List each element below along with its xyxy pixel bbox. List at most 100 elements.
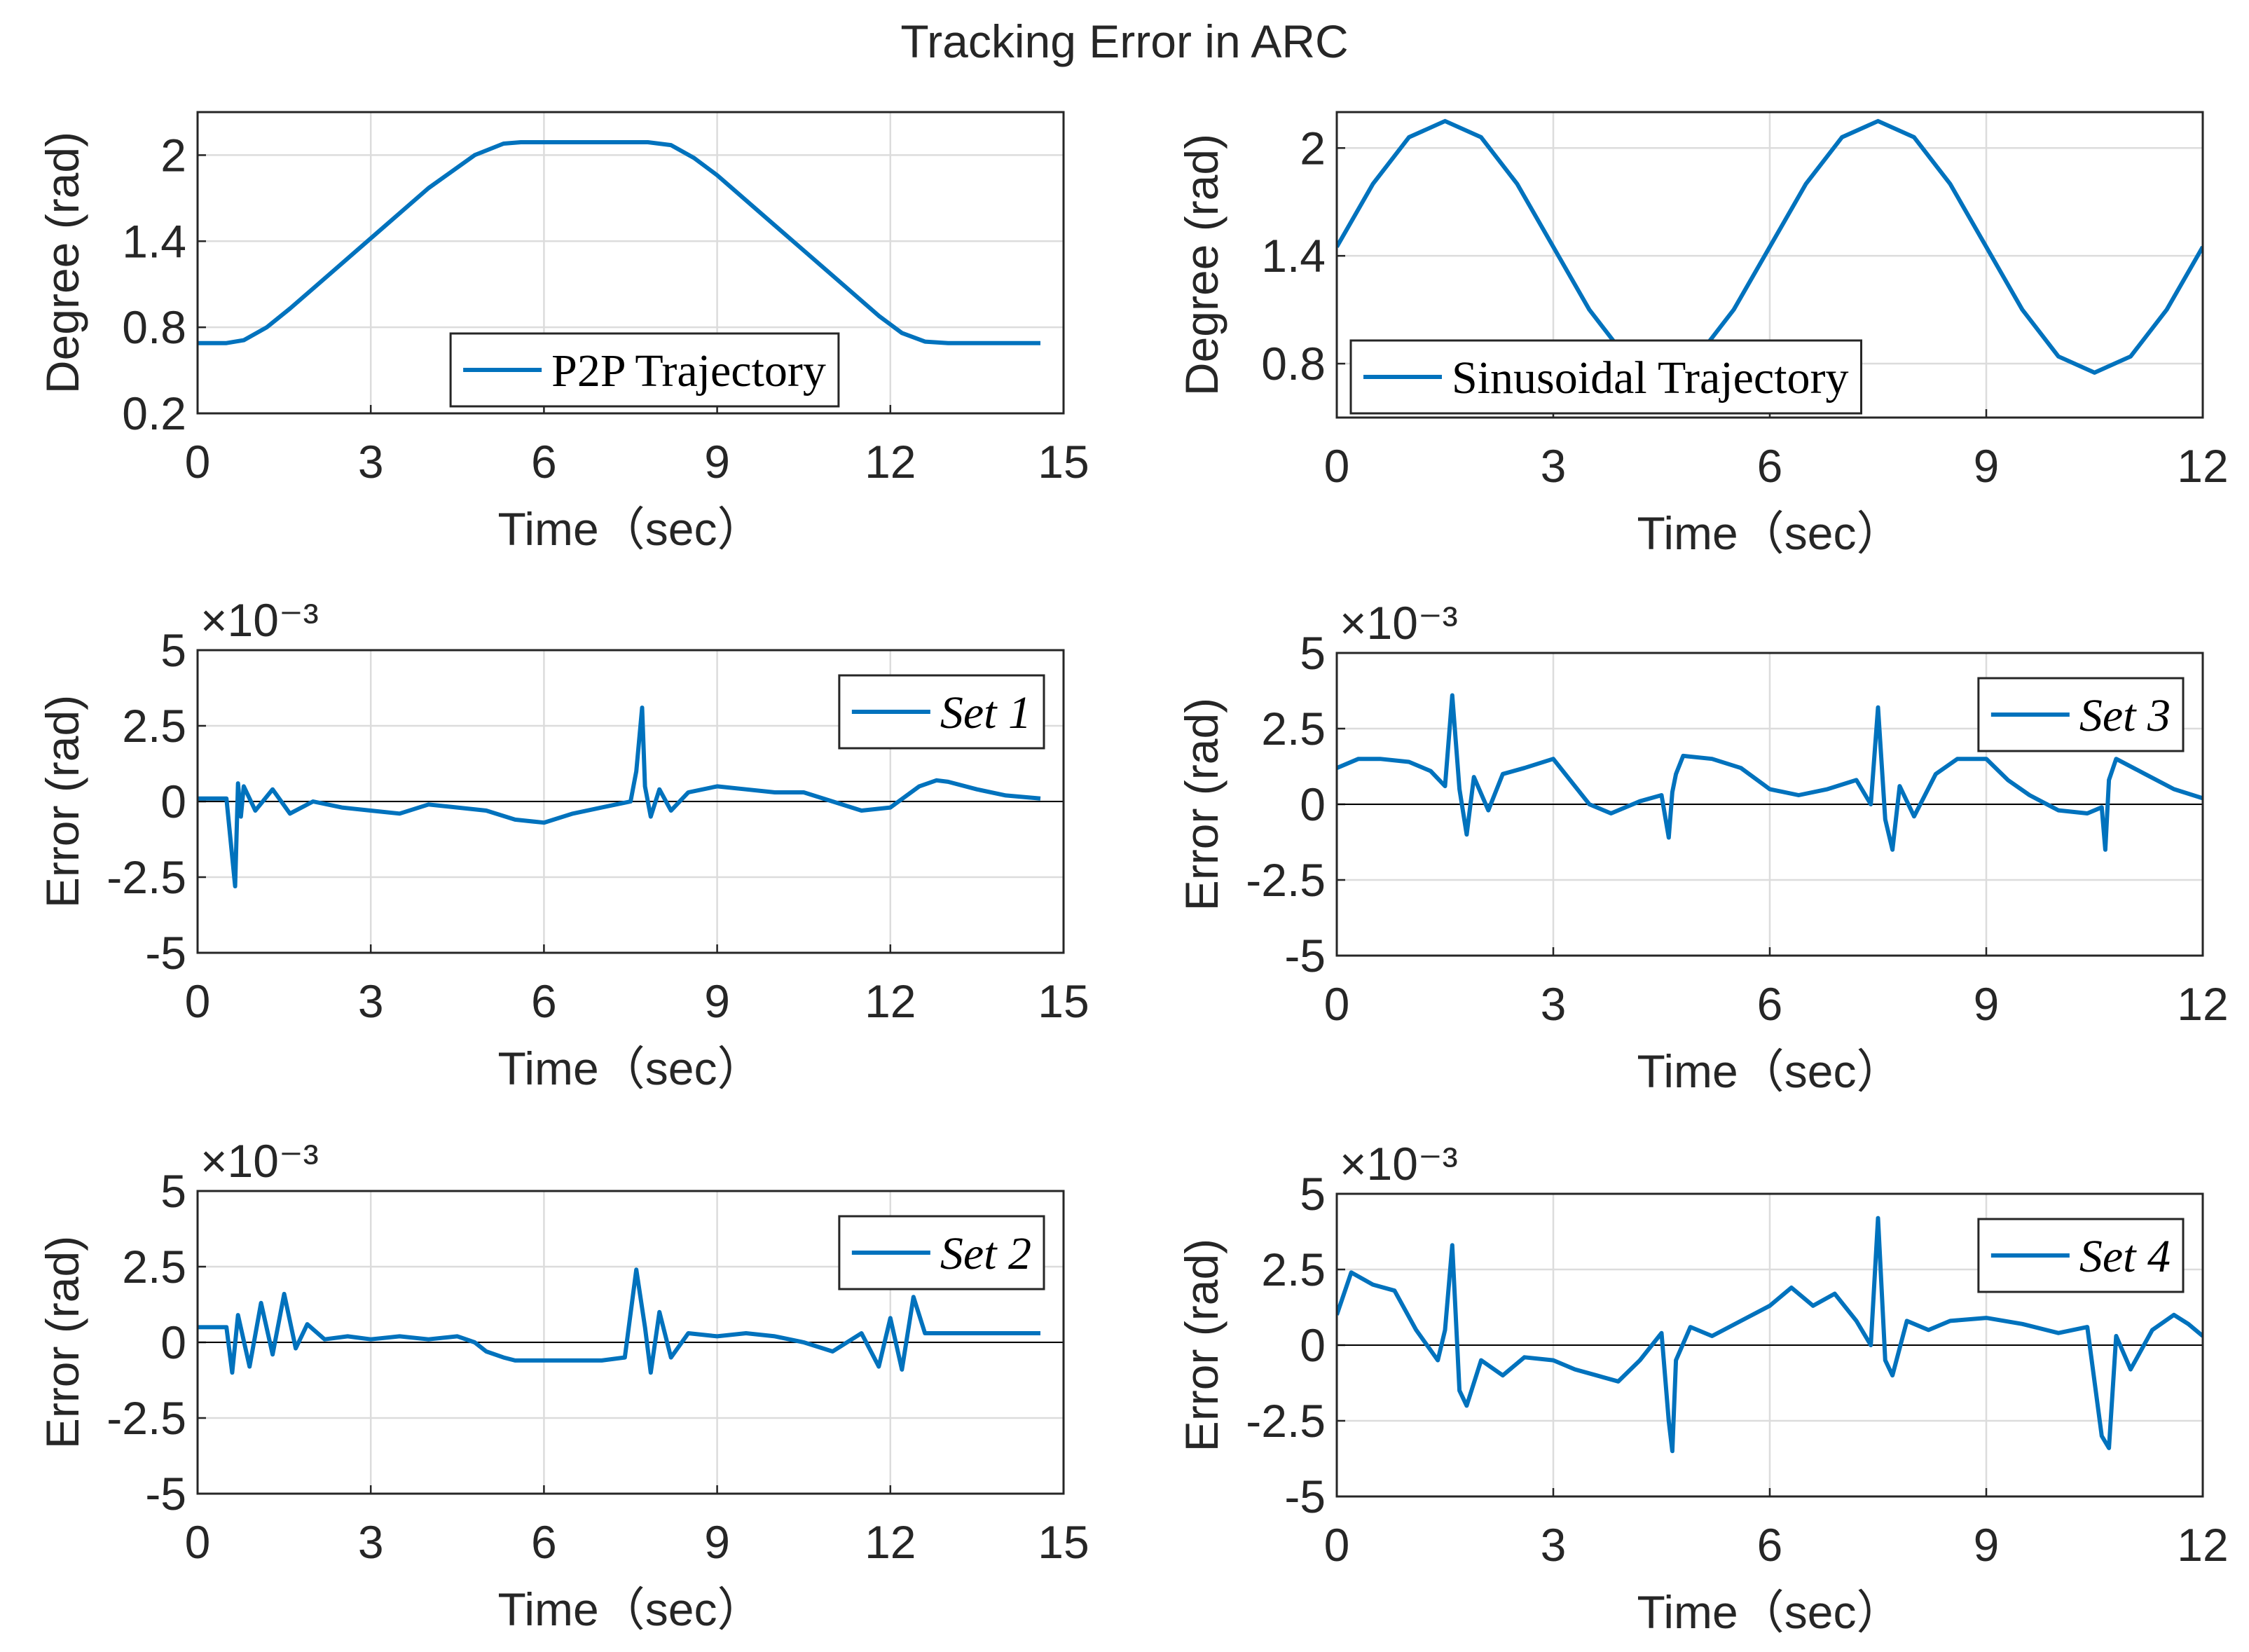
x-tick-label: 6 — [1757, 440, 1783, 492]
legend-label: Set 3 — [2079, 690, 2171, 741]
series-line-1 — [198, 1267, 1040, 1375]
x-tick-label: 12 — [865, 975, 916, 1027]
y-axis-label: Error (rad) — [36, 695, 88, 908]
x-axis-label: Time（sec） — [498, 1583, 764, 1635]
legend-label: Set 2 — [940, 1228, 1031, 1279]
y-axis-multiplier: ×10⁻³ — [1340, 597, 1458, 649]
y-tick-label: 0.8 — [122, 301, 186, 353]
y-tick-label: -5 — [1284, 1471, 1326, 1522]
x-tick-label: 3 — [358, 1516, 384, 1568]
chart-error-set-2: 0 3 6 9 12 15 -5 -2.5 0 2.5 5 Time（sec） Error (rad) ×… — [36, 1135, 1089, 1635]
y-tick-label: 0 — [160, 776, 186, 827]
charts: 0 3 6 9 12 15 0.2 0.8 1.4 2 Time（sec） Degree (rad) P… — [36, 111, 2229, 1638]
x-axis-label: Time（sec） — [1637, 1586, 1903, 1638]
y-tick-label: -5 — [145, 1468, 186, 1520]
x-tick-label: 9 — [1974, 1519, 2000, 1571]
x-tick-label: 12 — [865, 436, 916, 488]
x-tick-label: 6 — [531, 1516, 557, 1568]
x-tick-label: 12 — [2177, 1519, 2228, 1571]
y-tick-label: 5 — [1300, 627, 1326, 679]
y-tick-label: -2.5 — [1246, 1395, 1326, 1447]
y-tick-label: 2.5 — [122, 700, 186, 752]
series-line-1 — [1337, 693, 2203, 852]
x-axis-label: Time（sec） — [1637, 1045, 1903, 1097]
x-tick-label: 12 — [2177, 440, 2228, 492]
chart-error-set-4: 0 3 6 9 12 -5 -2.5 0 2.5 5 Time（sec） Error (rad) ×10… — [1176, 1138, 2229, 1638]
y-tick-label: 0 — [1300, 1319, 1326, 1371]
legend-label: Sinusoidal Trajectory — [1452, 352, 1849, 404]
series-line-1 — [198, 140, 1040, 345]
y-axis-multiplier: ×10⁻³ — [200, 1135, 319, 1187]
chart-p2p-trajectory: 0 3 6 9 12 15 0.2 0.8 1.4 2 Time（sec） Degree (rad) P… — [36, 111, 1089, 555]
y-tick-label: 2.5 — [1261, 703, 1326, 755]
x-tick-label: 12 — [2177, 978, 2228, 1030]
legend-label: Set 1 — [940, 687, 1031, 738]
series-line-1 — [1337, 1216, 2203, 1454]
x-tick-label: 0 — [185, 975, 211, 1027]
y-axis-label: Error (rad) — [1176, 698, 1227, 911]
y-tick-label: 2.5 — [122, 1241, 186, 1293]
y-tick-label: -5 — [145, 927, 186, 979]
chart-sinusoidal-trajectory: 0 3 6 9 12 0.8 1.4 2 Time（sec） Degree (rad) Sinuso… — [1176, 111, 2229, 559]
axes-box — [1335, 652, 2204, 957]
x-axis-label: Time（sec） — [498, 503, 764, 555]
legend-label: Set 4 — [2079, 1231, 2171, 1282]
y-axis-multiplier: ×10⁻³ — [200, 594, 319, 646]
x-axis-label: Time（sec） — [498, 1042, 764, 1094]
y-tick-label: 0.2 — [122, 387, 186, 439]
y-tick-label: 0.8 — [1261, 338, 1326, 390]
y-axis-label: Degree (rad) — [1176, 134, 1227, 396]
y-axis-multiplier: ×10⁻³ — [1340, 1138, 1458, 1190]
y-tick-label: 0 — [160, 1316, 186, 1368]
x-tick-label: 0 — [1324, 978, 1350, 1030]
y-axis-label: Error (rad) — [1176, 1239, 1227, 1452]
x-tick-label: 9 — [1974, 978, 2000, 1030]
x-tick-label: 3 — [358, 975, 384, 1027]
figure-title: Tracking Error in ARC — [900, 15, 1348, 67]
x-axis-label: Time（sec） — [1637, 507, 1903, 559]
y-tick-label: 1.4 — [1261, 230, 1326, 282]
y-tick-label: 5 — [160, 624, 186, 676]
axes-box — [196, 1190, 1065, 1495]
y-tick-label: 2.5 — [1261, 1244, 1326, 1295]
x-tick-label: 15 — [1038, 975, 1089, 1027]
y-tick-label: -2.5 — [106, 1392, 186, 1444]
x-tick-label: 6 — [531, 436, 557, 488]
x-tick-label: 9 — [704, 1516, 730, 1568]
axes-box — [196, 649, 1065, 954]
y-tick-label: 5 — [1300, 1168, 1326, 1220]
axes-box — [1335, 111, 2204, 419]
y-tick-label: -2.5 — [106, 851, 186, 903]
x-tick-label: 0 — [1324, 440, 1350, 492]
x-tick-label: 3 — [1541, 1519, 1567, 1571]
axes-box — [1335, 1192, 2204, 1498]
legend-label: P2P Trajectory — [551, 345, 826, 397]
x-tick-label: 9 — [704, 436, 730, 488]
x-tick-label: 12 — [865, 1516, 916, 1568]
axes-box — [196, 111, 1065, 415]
y-tick-label: 2 — [160, 129, 186, 181]
chart-error-set-3: 0 3 6 9 12 -5 -2.5 0 2.5 5 Time（sec） Error (rad) ×10… — [1176, 597, 2229, 1097]
x-tick-label: 0 — [185, 436, 211, 488]
y-tick-label: 1.4 — [122, 215, 186, 267]
series-line-1 — [1337, 118, 2203, 375]
y-axis-label: Error (rad) — [36, 1236, 88, 1449]
y-tick-label: 0 — [1300, 778, 1326, 830]
series-line-1 — [198, 705, 1041, 888]
x-tick-label: 9 — [704, 975, 730, 1027]
y-tick-label: 2 — [1300, 122, 1326, 174]
x-tick-label: 0 — [1324, 1519, 1350, 1571]
y-tick-label: -2.5 — [1246, 854, 1326, 906]
x-tick-label: 6 — [1757, 978, 1783, 1030]
x-tick-label: 6 — [1757, 1519, 1783, 1571]
y-axis-label: Degree (rad) — [36, 132, 88, 394]
x-tick-label: 0 — [185, 1516, 211, 1568]
x-tick-label: 3 — [1541, 440, 1567, 492]
y-tick-label: -5 — [1284, 930, 1326, 982]
y-tick-label: 5 — [160, 1165, 186, 1217]
x-tick-label: 6 — [531, 975, 557, 1027]
chart-error-set-1: 0 3 6 9 12 15 -5 -2.5 0 2.5 5 Time（sec） Error (rad) ×… — [36, 594, 1089, 1094]
x-tick-label: 15 — [1038, 436, 1089, 488]
x-tick-label: 3 — [358, 436, 384, 488]
